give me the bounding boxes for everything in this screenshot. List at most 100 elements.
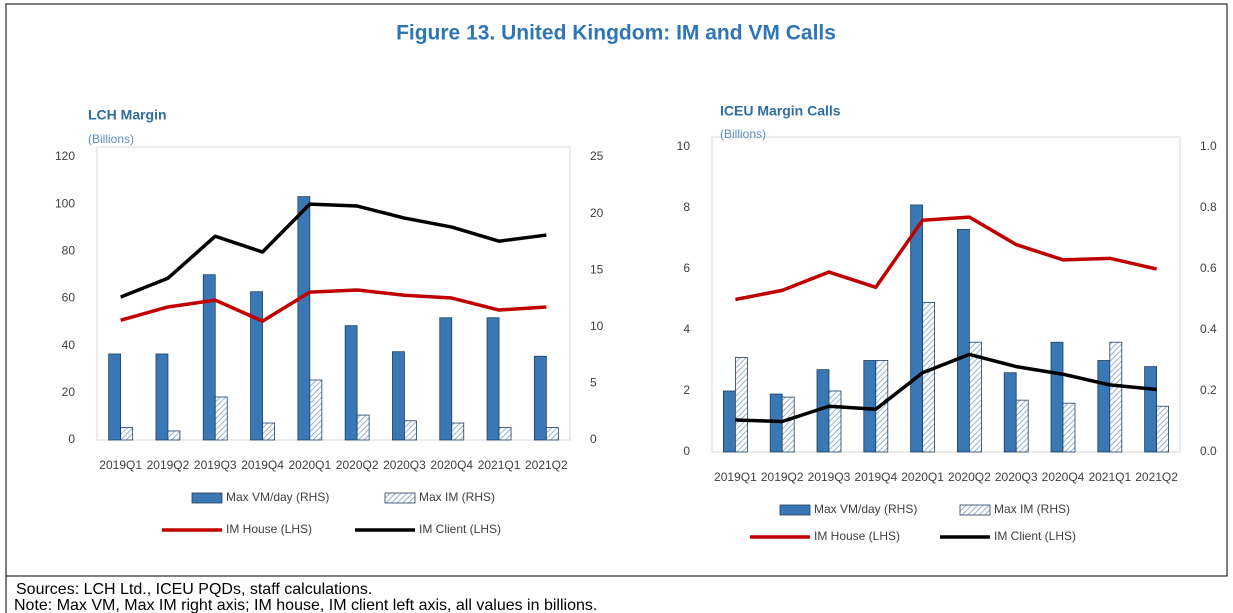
bar [392,351,405,441]
bar [969,341,982,453]
bar [1062,402,1076,453]
x-tick-label: 2021Q2 [525,458,568,472]
chart-title: ICEU Margin Calls [720,103,841,119]
y2-tick-label: 0 [590,432,597,446]
x-tick-label: 2019Q4 [854,470,897,484]
legend-swatch [959,504,991,516]
plot-frame [96,146,571,441]
legend-label: Max VM/day (RHS) [226,490,329,504]
x-tick-label: 2020Q3 [383,458,426,472]
legend-label: IM House (LHS) [226,522,312,536]
bar [957,228,970,453]
y2-tick-label: 15 [590,262,604,276]
legend-label: IM Client (LHS) [994,529,1076,543]
legend-label: Max IM (RHS) [994,502,1070,516]
x-tick-label: 2019Q4 [241,458,284,472]
y-tick-label: 60 [62,291,76,305]
bar [214,396,228,441]
line [120,202,547,299]
chart-subtitle: (Billions) [720,127,766,141]
legend-label: Max VM/day (RHS) [814,502,917,516]
line [120,288,547,323]
y2-tick-label: 25 [590,149,604,163]
bar [545,427,559,441]
x-tick-label: 2020Q2 [336,458,379,472]
bar [167,430,181,441]
y2-tick-label: 0.4 [1200,322,1217,336]
y-tick-label: 0 [683,444,690,458]
note: Note: Max VM, Max IM right axis; IM hous… [14,597,597,613]
legend-swatch [384,492,416,504]
y-tick-label: 20 [62,385,76,399]
y2-tick-label: 5 [590,376,597,390]
y-tick-label: 40 [62,338,76,352]
y2-tick-label: 0.0 [1200,444,1217,458]
x-tick-label: 2020Q1 [288,458,331,472]
x-tick-label: 2020Q3 [995,470,1038,484]
bar [486,317,500,441]
y-tick-label: 4 [683,322,690,336]
y2-tick-label: 0.6 [1200,261,1217,275]
plot-frame [711,136,1181,453]
bar [1050,341,1064,453]
x-tick-label: 2021Q1 [478,458,521,472]
x-tick-label: 2019Q1 [99,458,142,472]
chart-title: LCH Margin [88,107,167,123]
bar [922,302,935,453]
legend-label: IM House (LHS) [814,529,900,543]
x-tick-label: 2021Q2 [1135,470,1178,484]
legend-label: Max IM (RHS) [419,490,495,504]
y2-tick-label: 1.0 [1200,139,1217,153]
x-tick-label: 2020Q4 [430,458,473,472]
bar [202,274,216,441]
sources: Sources: LCH Ltd., ICEU PQDs, staff calc… [16,581,372,598]
bar [828,390,842,453]
x-tick-label: 2021Q1 [1088,470,1131,484]
bar [108,353,122,441]
x-tick-label: 2020Q1 [901,470,944,484]
x-tick-label: 2020Q4 [1042,470,1085,484]
bar [1015,399,1029,453]
x-tick-label: 2019Q2 [761,470,804,484]
bar [356,414,370,441]
y2-tick-label: 10 [590,319,604,333]
bar [1144,366,1157,453]
bar [451,422,465,441]
bar [309,379,323,441]
bar [344,325,358,441]
y2-tick-label: 20 [590,206,604,220]
x-tick-label: 2019Q3 [808,470,851,484]
y-tick-label: 8 [683,200,690,214]
x-tick-label: 2019Q2 [147,458,190,472]
y2-tick-label: 0.2 [1200,383,1217,397]
bar [404,420,417,441]
y-tick-label: 120 [55,149,75,163]
frame [5,3,1228,577]
chart-subtitle: (Billions) [88,132,134,146]
bar [1097,360,1111,453]
x-tick-label: 2019Q1 [714,470,757,484]
bar [1156,405,1169,453]
y-tick-label: 100 [55,196,75,210]
y-tick-label: 6 [683,261,690,275]
bar [735,357,748,453]
legend-swatch [191,492,223,504]
y-tick-label: 80 [62,244,76,258]
bar [1003,372,1017,453]
bar [155,353,169,441]
bar [1109,341,1123,453]
x-tick-label: 2020Q2 [948,470,991,484]
y2-tick-label: 0.8 [1200,200,1217,214]
y-tick-label: 0 [68,432,75,446]
y-tick-label: 2 [683,383,690,397]
bar [910,204,923,453]
bar [250,291,263,441]
bar [781,396,795,453]
line [735,215,1157,302]
bar [262,422,275,441]
bar [297,196,311,441]
bar [498,427,512,441]
y-tick-label: 10 [677,139,691,153]
x-tick-label: 2019Q3 [194,458,237,472]
